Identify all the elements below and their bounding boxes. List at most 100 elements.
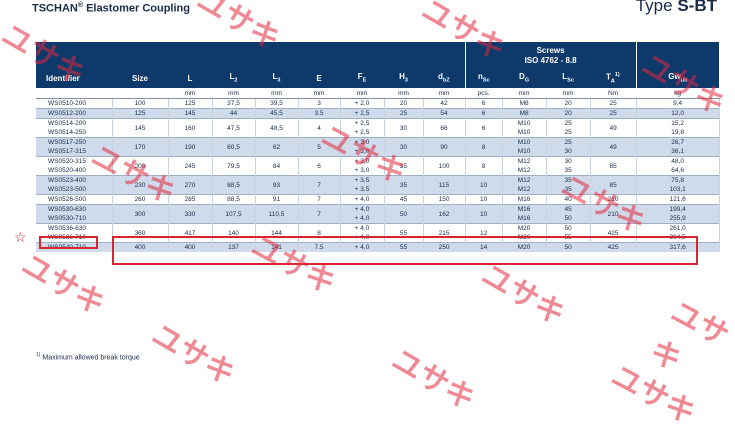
cell-l2: 37,5: [212, 98, 256, 109]
cell-dbz: 250: [423, 242, 466, 252]
watermark-text: ユサキ: [385, 342, 481, 418]
cell-fe: + 4,0: [340, 214, 385, 224]
cell-e: 5: [298, 137, 341, 157]
cell-dbz: 150: [423, 194, 466, 205]
cell-l: 145: [168, 108, 213, 119]
cell-ta: 85: [590, 175, 637, 195]
unit-l: mm: [168, 88, 212, 99]
cell-identifier: WS0514-250: [36, 128, 113, 138]
cell-gw: 12,0: [636, 108, 720, 119]
table-row: WS0530-630 300 330 107,5 110,5 7 + 4,0 50 162 10 M…: [36, 204, 720, 224]
cell-lsc: 45: [546, 204, 591, 214]
cell-size: 145: [112, 118, 169, 138]
col-header-ta: TA1): [590, 68, 637, 88]
watermark-text: ユサキ: [644, 294, 735, 379]
cell-l2: 60,5: [212, 137, 256, 157]
cell-e: 4: [298, 118, 341, 138]
highlight-row-box: [112, 236, 698, 265]
cell-l3: 84: [255, 156, 299, 176]
cell-identifier: WS0517-315: [36, 147, 113, 157]
cell-identifier: WS0536-630: [36, 223, 113, 233]
cell-l: 400: [168, 242, 213, 252]
cell-nsc: 10: [465, 194, 503, 205]
cell-fe: + 4,0: [340, 204, 385, 214]
cell-lsc: 35: [546, 166, 591, 176]
cell-gw: 121,6: [636, 194, 720, 205]
table-row: WS0520-400 + 3,0 M12 35 64,6: [36, 166, 720, 176]
cell-l: 160: [168, 118, 213, 138]
cell-size: 125: [112, 108, 169, 119]
cell-fe: + 3,0: [340, 147, 385, 157]
cell-e: 7.5: [298, 242, 341, 252]
table-row: WS0536-630 360 417 140 144 8 + 4,0 55 215 12 M20 50…: [36, 223, 720, 243]
cell-h3: 50: [384, 204, 424, 224]
cell-lsc: 40: [546, 194, 591, 205]
cell-ta: 85: [590, 156, 637, 176]
cell-l3: 93: [255, 175, 299, 195]
cell-l2: 79,5: [212, 156, 256, 176]
cell-h3: 35: [384, 175, 424, 195]
cell-gw: 26,7: [636, 137, 720, 147]
col-header-dg: DG: [502, 68, 547, 88]
cell-lsc: 30: [546, 147, 591, 157]
unit-size: [112, 88, 168, 99]
cell-dg: M10: [502, 118, 547, 128]
cell-l: 190: [168, 137, 213, 157]
cell-identifier: WS0514-200: [36, 118, 113, 128]
cell-ta: 210: [590, 204, 637, 224]
watermark-text: ユサキ: [15, 247, 111, 323]
cell-gw: 9,4: [636, 98, 720, 109]
cell-h3: 45: [384, 194, 424, 205]
cell-l: 285: [168, 194, 213, 205]
cell-h3: 35: [384, 156, 424, 176]
cell-size: 170: [112, 137, 169, 157]
col-header-e: E: [298, 68, 340, 88]
cell-nsc: 6: [465, 108, 503, 119]
cell-lsc: 20: [546, 108, 591, 119]
cell-fe: + 2,5: [340, 128, 385, 138]
cell-dbz: 42: [423, 98, 466, 109]
table-row: WS0526-500 260 285 88,5 91 7 + 4,0 45 150 10 M16 40…: [36, 194, 720, 205]
col-header-size: Size: [112, 68, 168, 88]
col-header-l: L: [168, 68, 212, 88]
column-header-row: Identifier Size L L2 L3 E FE H3 dbZ nSc DG LSc TA1) G…: [36, 68, 720, 88]
cell-l3: 39,5: [255, 98, 299, 109]
cell-lsc: 25: [546, 137, 591, 147]
unit-nsc: pcs.: [465, 88, 503, 99]
cell-nsc: 14: [465, 242, 503, 252]
col-header-fe: FE: [340, 68, 384, 88]
cell-dg: M8: [502, 108, 547, 119]
cell-e: 7: [298, 204, 341, 224]
cell-l3: 91: [255, 194, 299, 205]
unit-ta: Nm: [590, 88, 637, 99]
coupling-spec-table: Screws ISO 4762 - 8.8 Identifier Size L L2 L3…: [36, 42, 720, 252]
cell-fe: + 3,0: [340, 137, 385, 147]
cell-l2: 107,5: [212, 204, 256, 224]
cell-lsc: 50: [546, 214, 591, 224]
cell-l2: 137: [212, 242, 256, 252]
cell-l: 270: [168, 175, 213, 195]
cell-fe: + 2,0: [340, 98, 385, 109]
cell-fe: + 3,0: [340, 166, 385, 176]
cell-gw: 36,1: [636, 147, 720, 157]
cell-e: 3.5: [298, 108, 341, 119]
cell-lsc: 35: [546, 175, 591, 185]
cell-fe: + 4,0: [340, 223, 385, 233]
screws-group-header: Screws ISO 4762 - 8.8: [464, 42, 637, 68]
table-row: WS0512-200 125 145 44 45,5 3.5 + 2,5 25 54 6 M8 20 2…: [36, 108, 720, 119]
cell-dg: M12: [502, 175, 547, 185]
cell-ta: 425: [590, 242, 637, 252]
col-header-identifier: Identifier: [36, 68, 112, 88]
cell-size: 230: [112, 175, 169, 195]
cell-dbz: 100: [423, 156, 466, 176]
cell-identifier: WS0526-500: [36, 194, 113, 205]
unit-dg: mm: [502, 88, 547, 99]
cell-gw: 48,0: [636, 156, 720, 166]
cell-e: 6: [298, 156, 341, 176]
cell-nsc: 10: [465, 204, 503, 224]
cell-gw: 255,9: [636, 214, 720, 224]
cell-dg: M8: [502, 98, 547, 109]
cell-e: 3: [298, 98, 341, 109]
cell-identifier: WS0523-500: [36, 185, 113, 195]
cell-identifier: WS0520-400: [36, 166, 113, 176]
